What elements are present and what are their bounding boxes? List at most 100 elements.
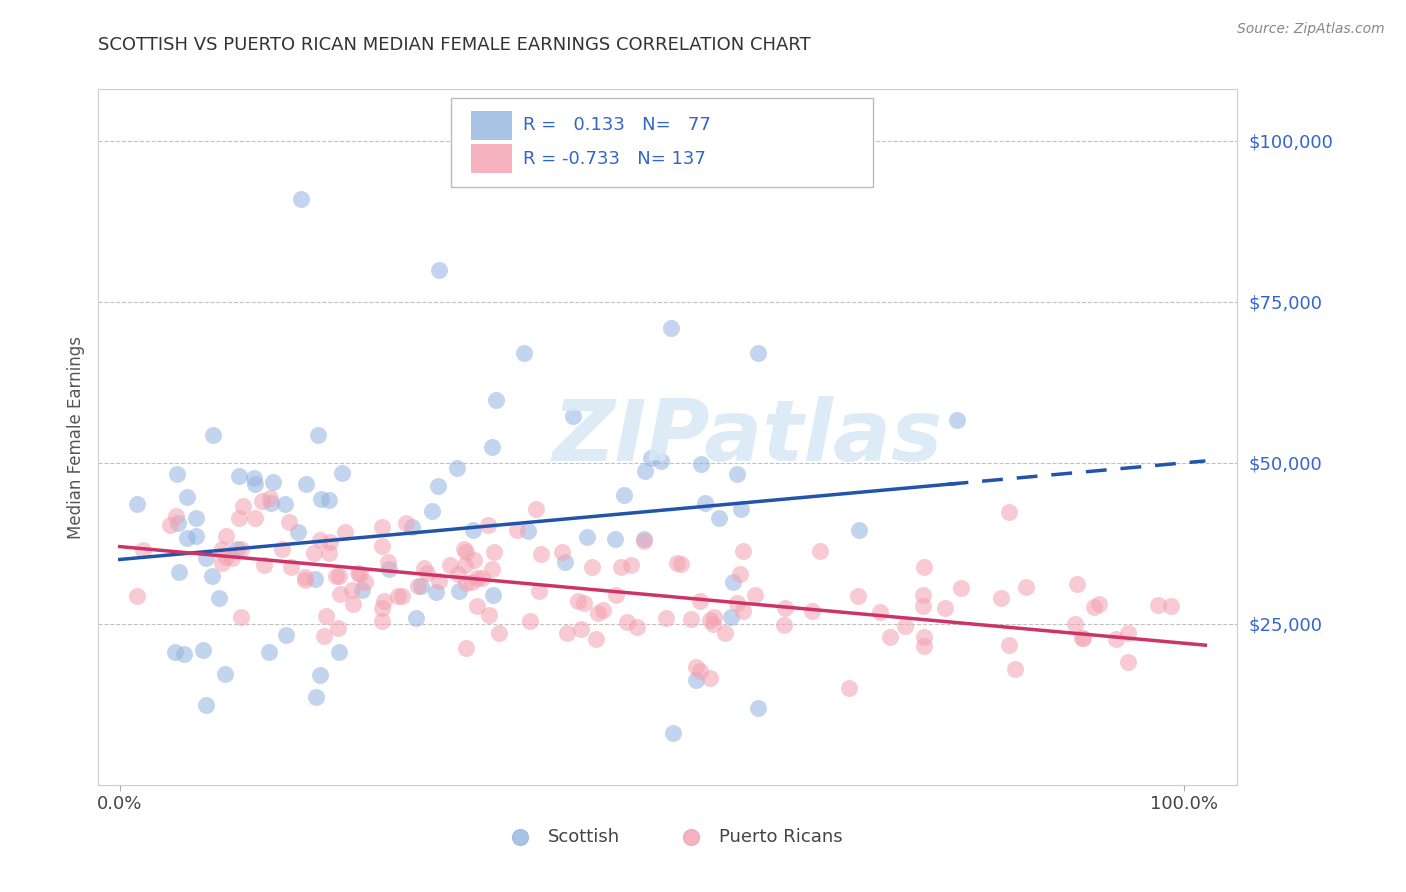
Point [848,524,870,538]
Point [454,640,477,655]
Point [259,491,281,505]
Point [253,558,276,573]
Point [166,467,188,481]
Point [387,589,409,603]
Point [894,619,917,633]
Point [879,630,901,644]
Point [725,596,748,610]
Point [1116,626,1139,640]
Point [699,671,721,685]
Point [585,632,607,646]
Point [245,477,267,491]
Point [998,638,1021,652]
Point [633,532,655,546]
Point [685,673,707,688]
Point [699,613,721,627]
Point [242,471,264,485]
Text: R = -0.733   N= 137: R = -0.733 N= 137 [523,150,706,168]
Point [377,555,399,569]
Point [572,596,595,610]
Point [371,539,394,553]
Point [838,681,860,696]
Point [747,346,769,360]
Point [911,589,934,603]
Point [328,568,350,582]
Point [562,409,585,423]
Point [869,605,891,619]
Point [456,576,478,591]
Point [201,569,224,583]
Point [315,609,337,624]
Point [257,645,280,659]
Point [328,645,350,659]
Point [328,622,350,636]
Point [125,589,148,603]
Point [478,608,501,623]
Point [260,495,283,509]
Point [733,604,755,618]
Point [413,561,436,575]
Point [576,530,599,544]
Point [280,560,302,574]
Point [567,594,589,608]
Point [530,547,553,561]
Point [228,469,250,483]
Point [415,566,437,581]
Point [314,629,336,643]
Point [605,533,627,547]
Point [485,392,508,407]
Point [912,631,935,645]
Point [731,543,754,558]
Point [1105,632,1128,646]
Point [454,545,477,559]
Point [173,647,195,661]
Point [465,571,488,585]
Point [274,628,297,642]
Point [659,321,682,335]
Point [730,501,752,516]
Point [391,589,413,603]
Point [703,609,725,624]
Point [371,614,394,628]
Point [610,560,633,574]
Text: Puerto Ricans: Puerto Ricans [718,828,842,847]
Point [620,558,643,572]
Point [1064,616,1087,631]
Point [427,574,450,588]
Point [411,579,433,593]
Point [689,665,711,679]
Point [318,534,340,549]
Point [633,465,655,479]
Point [1088,597,1111,611]
Point [695,496,717,510]
Point [689,594,711,608]
Point [744,588,766,602]
Point [616,615,638,630]
Point [669,557,692,571]
Point [707,511,730,525]
Point [702,617,724,632]
Point [713,625,735,640]
Point [481,440,503,454]
Point [934,600,956,615]
Text: SCOTTISH VS PUERTO RICAN MEDIAN FEMALE EARNINGS CORRELATION CHART: SCOTTISH VS PUERTO RICAN MEDIAN FEMALE E… [98,36,811,54]
Point [228,511,250,525]
Point [650,454,672,468]
Point [662,778,685,792]
Point [477,517,499,532]
Point [998,505,1021,519]
Point [427,478,450,492]
Point [808,543,831,558]
Point [202,428,225,442]
Point [513,346,536,360]
Point [465,599,488,613]
Point [529,584,551,599]
Point [221,550,243,565]
Point [307,428,329,442]
Point [681,611,703,625]
Point [226,541,249,556]
Point [395,516,418,531]
Point [294,574,316,588]
Point [665,556,688,570]
Point [555,625,578,640]
